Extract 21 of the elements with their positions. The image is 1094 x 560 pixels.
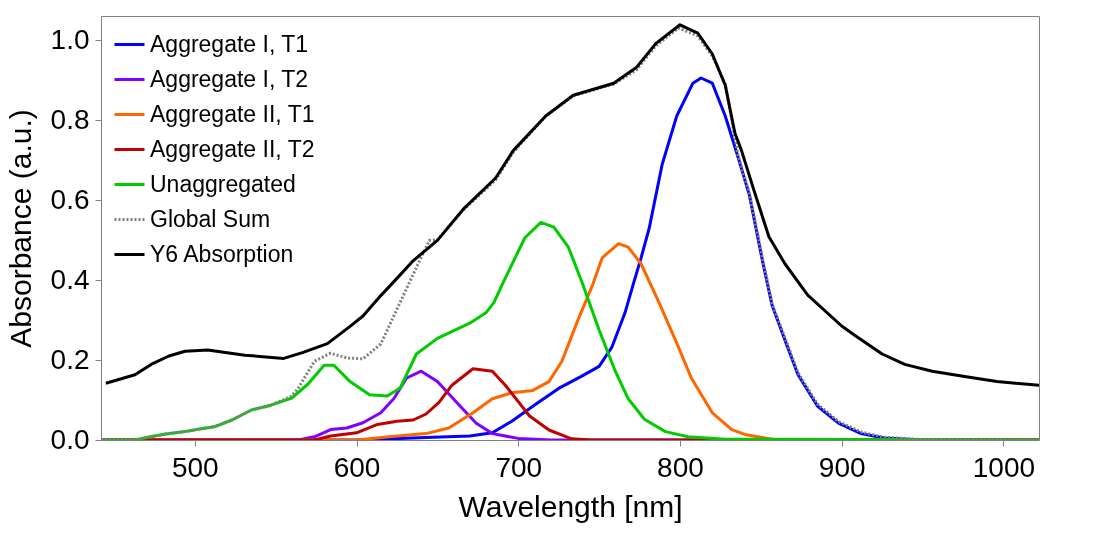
legend-label: Unaggregated xyxy=(150,170,296,197)
legend-label: Aggregate I, T1 xyxy=(150,30,309,57)
y-tick-label: 0.4 xyxy=(50,263,90,295)
legend-label: Aggregate II, T1 xyxy=(150,100,315,127)
y-tick-label: 0.2 xyxy=(50,343,90,375)
x-axis-title: Wavelength [nm] xyxy=(458,489,683,523)
x-tick-label: 900 xyxy=(818,451,866,483)
legend-label: Aggregate II, T2 xyxy=(150,135,315,162)
x-tick-label: 600 xyxy=(333,451,381,483)
y-tick-label: 1.0 xyxy=(50,23,90,55)
x-tick-label: 500 xyxy=(171,451,219,483)
legend-label: Y6 Absorption xyxy=(150,240,294,267)
x-tick-label: 800 xyxy=(657,451,704,483)
y-tick-label: 0.0 xyxy=(50,423,90,455)
y-tick-label: 0.6 xyxy=(50,183,90,215)
y-tick-label: 0.8 xyxy=(50,103,90,135)
y-axis-title: Absorbance (a.u.) xyxy=(3,109,37,348)
legend-label: Global Sum xyxy=(150,205,271,232)
legend-label: Aggregate I, T2 xyxy=(150,65,309,92)
x-tick-label: 700 xyxy=(495,451,543,483)
x-tick-label: 1000 xyxy=(972,451,1036,483)
